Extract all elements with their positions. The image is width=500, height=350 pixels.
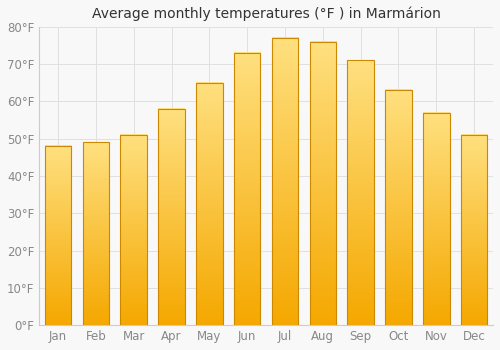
Bar	[82, 142, 109, 325]
Bar	[120, 135, 147, 325]
Bar	[386, 90, 411, 325]
Bar	[234, 53, 260, 325]
Bar	[461, 135, 487, 325]
Bar	[45, 146, 72, 325]
Bar	[196, 83, 222, 325]
Bar	[158, 109, 185, 325]
Bar	[310, 42, 336, 325]
Bar	[272, 38, 298, 325]
Bar	[348, 60, 374, 325]
Title: Average monthly temperatures (°F ) in Marmárion: Average monthly temperatures (°F ) in Ma…	[92, 7, 440, 21]
Bar	[423, 113, 450, 325]
